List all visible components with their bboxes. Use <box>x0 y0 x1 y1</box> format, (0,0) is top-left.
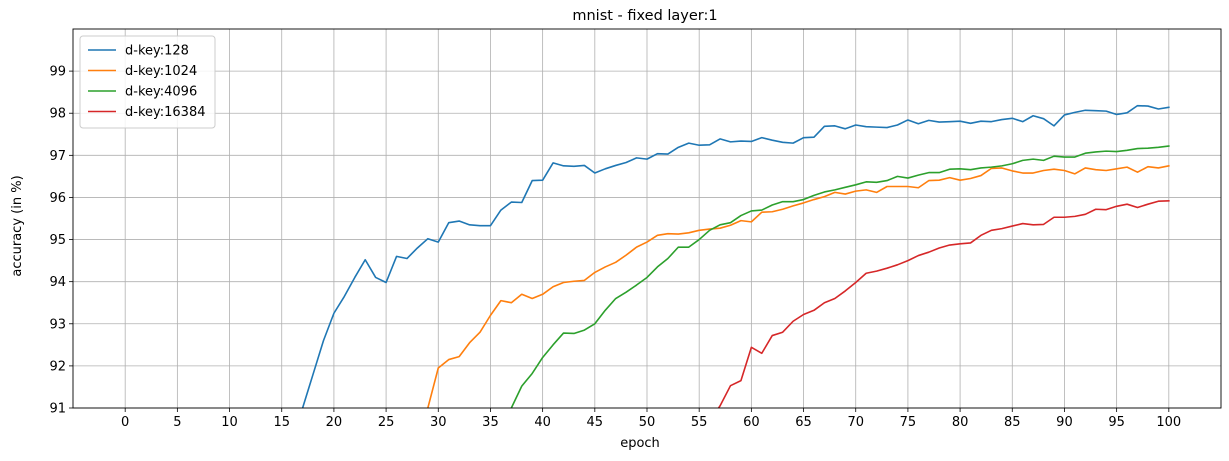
series-lines <box>301 104 1170 408</box>
chart-title: mnist - fixed layer:1 <box>572 8 717 24</box>
x-tick-label: 75 <box>900 415 917 430</box>
x-tick-label: 60 <box>743 415 760 430</box>
x-tick-label: 20 <box>326 415 343 430</box>
y-tick-label: 96 <box>49 191 66 206</box>
legend-label: d-key:1024 <box>125 64 197 79</box>
x-tick-label: 15 <box>273 415 290 430</box>
x-tick-label: 55 <box>691 415 708 430</box>
y-tick-label: 95 <box>49 233 66 248</box>
series-line-1 <box>301 104 1170 408</box>
x-tick-label: 5 <box>173 415 181 430</box>
legend: d-key:128 d-key:1024 d-key:4096 d-key:16384 <box>79 35 216 129</box>
series-line-3 <box>510 145 1170 408</box>
x-tick-label: 85 <box>1004 415 1021 430</box>
legend-label: d-key:16384 <box>125 105 206 120</box>
x-tick-label: 100 <box>1156 415 1181 430</box>
x-tick-label: 50 <box>639 415 656 430</box>
series-line-2 <box>427 164 1170 408</box>
x-tick-label: 0 <box>121 415 129 430</box>
x-tick-label: 30 <box>430 415 447 430</box>
legend-label: d-key:4096 <box>125 85 197 100</box>
y-tick-label: 91 <box>49 402 66 417</box>
x-tick-label: 10 <box>221 415 238 430</box>
y-tick-label: 92 <box>49 359 66 374</box>
x-tick-label: 95 <box>1108 415 1125 430</box>
x-tick-label: 65 <box>795 415 812 430</box>
y-tick-label: 97 <box>49 149 66 164</box>
series-line-4 <box>717 199 1170 408</box>
x-tick-label: 80 <box>952 415 969 430</box>
y-axis-label: accuracy (in %) <box>10 175 25 276</box>
x-tick-label: 25 <box>378 415 395 430</box>
x-axis-ticks: 0 5 10 15 20 25 30 35 40 45 50 55 60 65 70 75 80 85 90 95 10… <box>121 408 1181 430</box>
x-tick-label: 90 <box>1056 415 1073 430</box>
x-tick-label: 45 <box>587 415 604 430</box>
x-axis-label: epoch <box>620 436 660 451</box>
y-tick-label: 94 <box>49 275 66 290</box>
y-tick-label: 98 <box>49 107 66 122</box>
legend-label: d-key:128 <box>125 44 189 59</box>
x-tick-label: 35 <box>482 415 499 430</box>
x-tick-label: 70 <box>847 415 864 430</box>
y-tick-label: 99 <box>49 65 66 80</box>
y-tick-label: 93 <box>49 317 66 332</box>
legend-box <box>79 35 216 129</box>
y-axis-ticks: 91 92 93 94 95 96 97 98 99 <box>49 65 73 417</box>
x-tick-label: 40 <box>534 415 551 430</box>
